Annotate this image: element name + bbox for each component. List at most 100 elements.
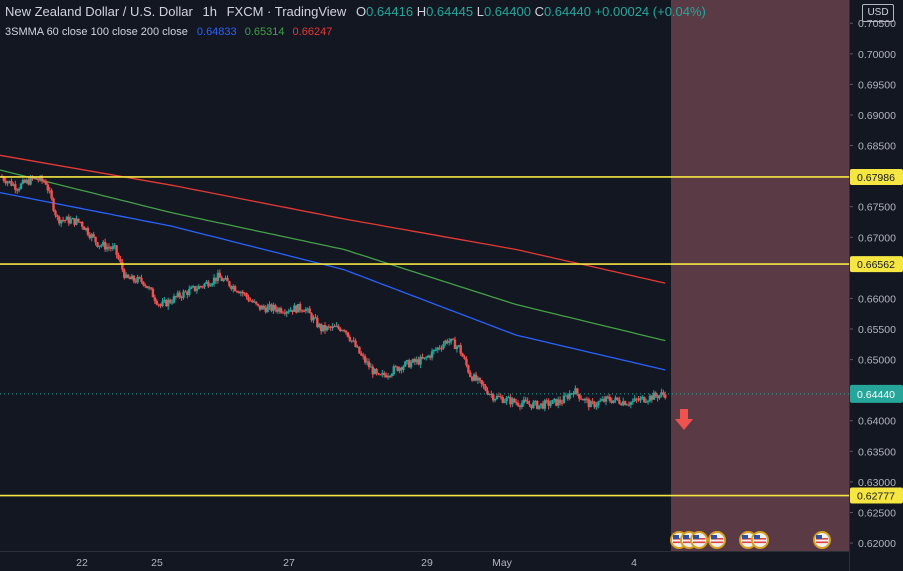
candle-body xyxy=(233,286,237,292)
flag-icon[interactable] xyxy=(751,531,769,549)
candle-body xyxy=(486,390,489,395)
candle-body xyxy=(331,326,334,328)
candle-body xyxy=(346,332,350,337)
candle-body xyxy=(218,272,222,278)
candle-body xyxy=(616,397,619,400)
indicator-legend[interactable]: 3SMMA 60 close 100 close 200 close 0.648… xyxy=(5,26,332,38)
candle-body xyxy=(537,405,541,409)
flag-icon[interactable] xyxy=(813,531,831,549)
open-label: O xyxy=(355,4,367,19)
candle-body xyxy=(478,377,482,381)
candle-body xyxy=(230,286,233,290)
candle-body xyxy=(652,392,655,400)
level-price-label: 0.62777 xyxy=(857,491,895,503)
candle-body xyxy=(27,179,30,185)
candle-body xyxy=(446,340,449,343)
candle-body xyxy=(522,399,526,404)
candle-body xyxy=(553,398,556,400)
candle-body xyxy=(285,311,288,314)
candle-body xyxy=(560,402,564,404)
ma100-value: 0.65314 xyxy=(244,26,285,38)
candle-body xyxy=(256,303,260,306)
candle-body xyxy=(172,296,176,303)
candle-body xyxy=(583,398,587,401)
candle-body xyxy=(168,299,172,303)
candle-body xyxy=(132,275,136,281)
candle-body xyxy=(562,395,566,404)
y-tick-label: 0.64000 xyxy=(858,416,896,428)
candle-body xyxy=(528,403,531,405)
candle-body xyxy=(352,340,355,342)
candle-body xyxy=(625,404,629,406)
level-price-tag xyxy=(850,168,903,185)
candle-body xyxy=(438,347,441,349)
ma100-line xyxy=(0,169,666,342)
candle-body xyxy=(77,218,80,222)
candle-body xyxy=(287,311,290,313)
candle-body xyxy=(46,184,49,191)
low-value: 0.64400 xyxy=(483,4,531,19)
candle-body xyxy=(543,400,547,409)
candle-body xyxy=(622,401,625,406)
candle-body xyxy=(113,245,116,247)
interval-label[interactable]: 1h xyxy=(202,4,217,19)
indicator-name[interactable]: 3SMMA 60 close 100 close 200 close xyxy=(5,26,188,38)
symbol-legend: New Zealand Dollar / U.S. Dollar 1h FXCM… xyxy=(5,4,706,19)
candle-body xyxy=(4,180,7,184)
candle-body xyxy=(419,356,422,365)
candle-body xyxy=(56,215,59,217)
candle-body xyxy=(340,330,344,332)
level-price-label: 0.66562 xyxy=(857,259,895,271)
change-value: +0.00024 (+0.04%) xyxy=(594,4,706,19)
candle-body xyxy=(358,346,361,354)
candle-body xyxy=(413,359,417,363)
flag-icon[interactable] xyxy=(708,531,726,549)
candle-body xyxy=(451,338,455,340)
candle-body xyxy=(650,395,654,400)
candle-body xyxy=(514,402,518,404)
candle-body xyxy=(98,245,101,247)
candle-body xyxy=(67,216,71,224)
symbol-name[interactable]: New Zealand Dollar / U.S. Dollar xyxy=(5,4,193,19)
candle-body xyxy=(184,291,187,293)
candle-body xyxy=(178,292,181,297)
candle-body xyxy=(186,291,189,295)
close-label: C xyxy=(534,4,544,19)
candle-body xyxy=(547,400,550,406)
candle-body xyxy=(10,180,13,186)
candle-body xyxy=(602,399,606,402)
candle-body xyxy=(549,403,552,406)
currency-button[interactable]: USD xyxy=(862,4,894,22)
high-value: 0.64445 xyxy=(426,4,474,19)
candle-body xyxy=(277,308,281,312)
candle-body xyxy=(321,325,325,332)
candle-body xyxy=(145,286,149,289)
y-tick-label: 0.65000 xyxy=(858,355,896,367)
candle-body xyxy=(264,307,267,313)
future-zone xyxy=(671,0,849,551)
candle-body xyxy=(109,247,113,249)
down-arrow-icon xyxy=(675,409,693,430)
candle-body xyxy=(432,349,436,352)
candle-body xyxy=(507,397,510,399)
candle-body xyxy=(365,361,369,363)
candle-body xyxy=(423,357,426,359)
candle-body xyxy=(641,396,644,398)
candle-body xyxy=(232,286,235,290)
candle-body xyxy=(216,272,220,281)
candle-body xyxy=(530,404,533,409)
candle-body xyxy=(90,234,93,239)
candle-body xyxy=(463,356,466,359)
candle-body xyxy=(59,219,63,224)
flag-icon[interactable] xyxy=(690,531,708,549)
candle-body xyxy=(409,362,413,368)
ma60-line xyxy=(0,191,666,371)
candle-body xyxy=(201,286,204,288)
candle-body xyxy=(318,324,321,328)
candle-body xyxy=(214,277,218,281)
candle-body xyxy=(658,395,661,399)
x-tick-label: 25 xyxy=(151,557,163,569)
candle-body xyxy=(425,357,428,359)
